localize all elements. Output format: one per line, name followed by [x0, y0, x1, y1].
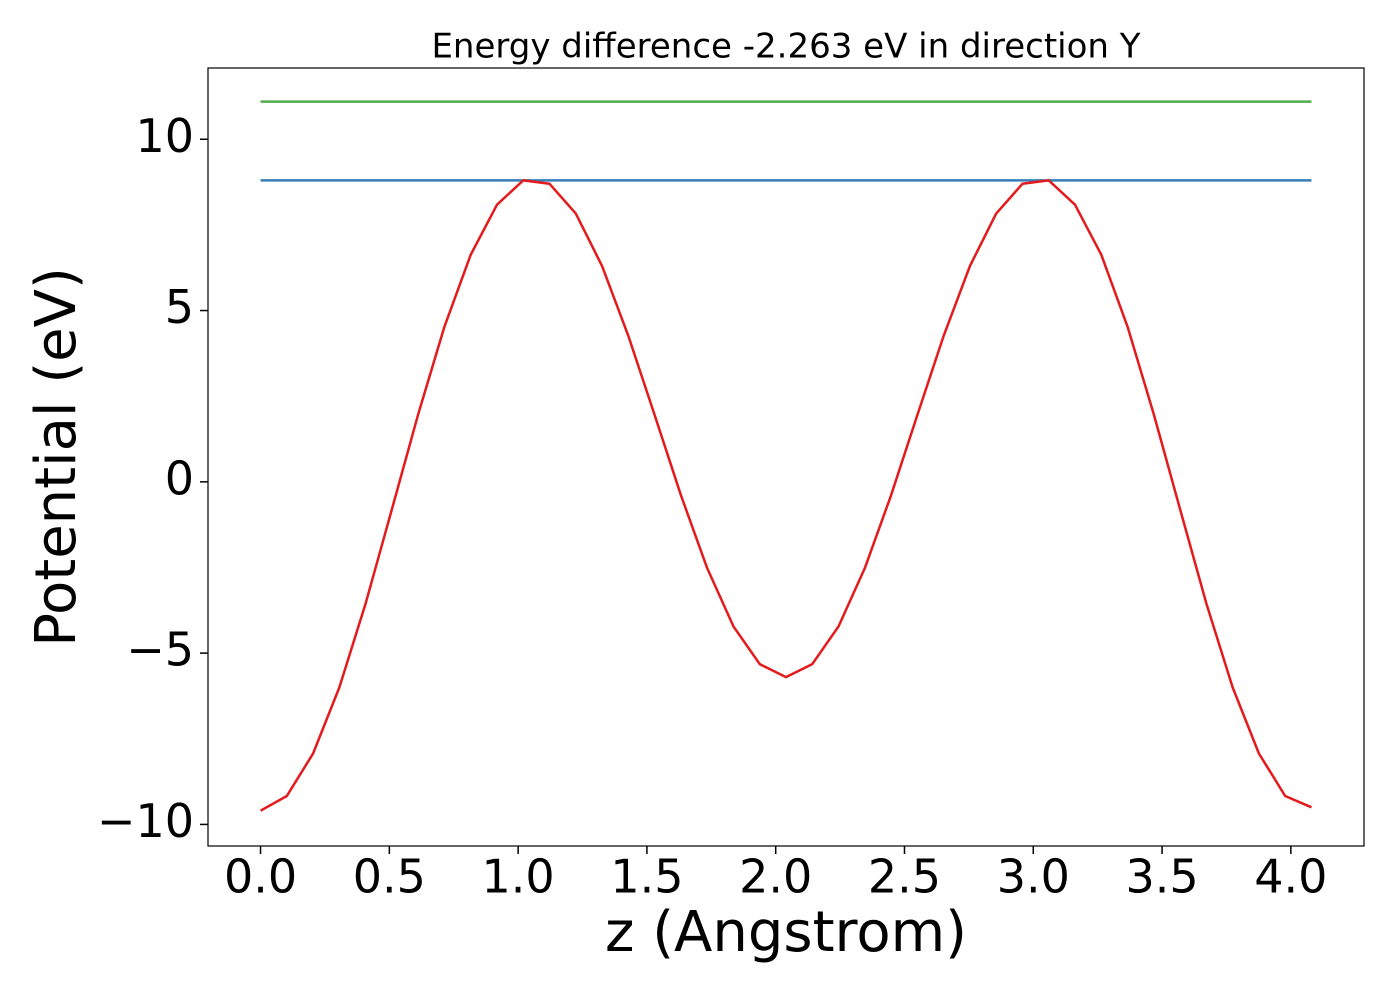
x-tick-label: 2.0 [739, 850, 812, 904]
x-axis-label: z (Angstrom) [605, 900, 967, 965]
x-tick-label: 2.5 [868, 850, 941, 904]
y-tick-label: 0 [165, 451, 194, 505]
y-tick-label: −5 [126, 623, 194, 677]
x-tick-label: 0.5 [353, 850, 426, 904]
line-series [259, 179, 1312, 812]
x-tick-label: 1.0 [482, 850, 555, 904]
x-tick-label: 4.0 [1254, 850, 1327, 904]
y-tick-label: −10 [97, 794, 194, 848]
y-axis-label: Potential (eV) [24, 267, 89, 647]
x-tick-label: 0.0 [224, 850, 297, 904]
y-tick-label: 10 [135, 109, 194, 163]
x-tick-label: 3.0 [997, 850, 1070, 904]
x-tick-label: 1.5 [610, 850, 683, 904]
plot-frame [207, 67, 1365, 847]
y-tick-label: 5 [165, 280, 194, 334]
x-tick-label: 3.5 [1125, 850, 1198, 904]
chart-title: Energy difference -2.263 eV in direction… [431, 27, 1140, 67]
